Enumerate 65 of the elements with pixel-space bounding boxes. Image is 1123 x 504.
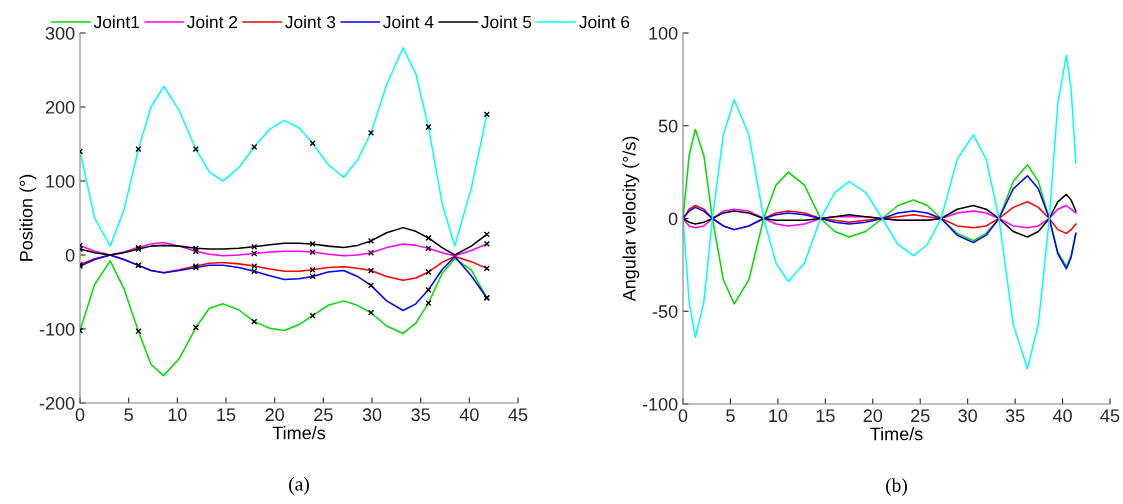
y-tick-label: 100 [46,174,75,188]
point [367,249,375,256]
x-tick-label: 40 [459,408,479,422]
legend-label: Joint 2 [187,15,238,29]
x-tick-label: 45 [1100,409,1120,423]
legend-label: Joint 5 [481,15,532,29]
line-series [683,193,1077,238]
x-tick-label: 30 [958,409,977,423]
point [483,111,490,118]
point [367,282,375,289]
legend-label: Joint 4 [383,15,434,29]
x-tick-label: 35 [411,408,430,422]
x-tick-label: 45 [508,408,528,422]
text: (a) [289,477,309,495]
line-series [80,254,488,312]
y-tick-label: 50 [658,119,678,133]
y-tick-label: -100 [39,322,75,336]
x-tick-label: 20 [863,409,883,423]
y-tick-label: 0 [668,212,678,226]
x-axis-title: Time/s [272,426,326,440]
point [367,309,375,316]
x-tick-label: 20 [265,408,284,422]
x-tick-label: 30 [362,408,382,422]
y-tick-label: 200 [45,100,75,114]
x-tick-label: 5 [726,409,735,423]
x-tick-label: 0 [678,409,688,423]
x-tick-label: 0 [75,408,85,422]
x-tick-label: 25 [314,408,333,422]
x-axis-title: Time/s [870,427,923,441]
point [425,299,432,307]
point [192,324,199,331]
x-tick-label: 10 [168,408,187,422]
y-axis-title: Position (°) [19,174,37,261]
line-series [683,175,1077,270]
y-tick-label: 300 [45,26,75,40]
y-tick-label: -100 [642,397,678,411]
point [135,146,142,153]
legend-label: Joint1 [93,15,140,29]
legend-label: Joint 6 [579,15,630,29]
point [309,240,316,248]
point [251,250,258,257]
y-tick-label: -200 [39,396,75,410]
point [425,123,432,131]
x-tick-label: 35 [1005,409,1025,423]
line-series [80,241,488,257]
point [425,286,432,293]
legend-label: Joint 3 [285,15,336,29]
point [425,234,432,242]
line-series [683,54,1077,370]
line-series [80,257,488,377]
line-series [80,47,488,247]
y-tick-label: -50 [652,305,678,318]
y-axis-title: Angular velocity (°/s) [622,136,640,302]
y-tick-label: 0 [65,248,75,262]
point [425,268,432,276]
x-tick-label: 15 [217,408,236,422]
text: (b) [886,478,907,496]
x-tick-label: 5 [124,408,133,422]
x-tick-label: 10 [769,409,788,423]
y-tick-label: 100 [649,26,678,40]
point [367,267,375,274]
x-tick-label: 15 [816,409,835,423]
x-tick-label: 40 [1052,409,1072,423]
point [309,248,316,256]
x-tick-label: 25 [911,409,930,423]
